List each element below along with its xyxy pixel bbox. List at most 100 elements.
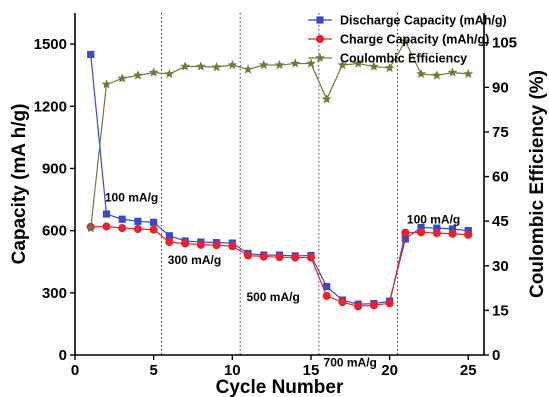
- data-point: [181, 239, 190, 248]
- data-point: [211, 61, 222, 72]
- x-tick-label: 20: [381, 362, 398, 379]
- data-point: [400, 36, 411, 46]
- data-point: [102, 210, 111, 218]
- rate-annotation: 100 mA/g: [407, 212, 460, 226]
- legend-label: Charge Capacity (mAh/g): [340, 33, 489, 47]
- x-tick-label: 0: [71, 362, 79, 379]
- data-point: [353, 58, 364, 68]
- series-line-1: [90, 54, 469, 305]
- y-right-tick-label: 90: [492, 79, 509, 96]
- data-point: [87, 50, 95, 59]
- x-tick-label: 15: [303, 362, 320, 379]
- legend-marker: [315, 34, 325, 44]
- data-point: [433, 224, 441, 232]
- data-point: [133, 224, 143, 234]
- y-left-tick-label: 0: [59, 347, 67, 364]
- data-point: [417, 223, 425, 232]
- data-point: [401, 235, 409, 243]
- rate-separators: [161, 13, 398, 355]
- data-point: [448, 225, 457, 233]
- data-point: [149, 225, 158, 234]
- legend-label: Coulombic Efficiency: [340, 52, 467, 66]
- y-left-tick-label: 1200: [34, 98, 67, 115]
- series-layer: [85, 36, 474, 311]
- x-tick-label: 10: [224, 362, 241, 379]
- y-right-tick-label: 105: [492, 35, 517, 52]
- y-right-tick-label: 75: [492, 124, 509, 141]
- legend-marker: [315, 52, 325, 63]
- data-point: [85, 223, 96, 233]
- data-point: [148, 67, 159, 77]
- y-left-tick-label: 300: [42, 285, 67, 302]
- data-point: [432, 229, 441, 238]
- data-point: [369, 301, 378, 310]
- rate-annotation: 100 mA/g: [105, 191, 158, 205]
- y-axis-right-title: Coulombic Efficiency (%): [527, 70, 548, 298]
- data-point: [164, 68, 175, 79]
- y-right-tick-label: 30: [492, 258, 509, 275]
- data-point: [431, 70, 442, 80]
- data-point: [227, 59, 238, 70]
- data-point: [306, 253, 316, 262]
- data-point: [132, 70, 143, 80]
- data-point: [243, 251, 253, 260]
- y-right-tick-label: 45: [492, 213, 509, 230]
- data-point: [212, 241, 221, 250]
- data-point: [180, 61, 191, 71]
- data-point: [117, 73, 128, 83]
- legend-marker: [316, 16, 324, 24]
- data-point: [259, 252, 268, 261]
- data-point: [464, 227, 472, 235]
- legend: Discharge Capacity (mAh/g) Charge Capacit…: [308, 14, 507, 66]
- y-left-tick-label: 600: [42, 223, 67, 240]
- data-point: [337, 59, 348, 70]
- y-right-tick-label: 15: [492, 302, 509, 319]
- data-point: [101, 79, 112, 89]
- data-point: [464, 230, 473, 239]
- rate-annotation: 300 mA/g: [168, 253, 221, 267]
- data-point: [354, 302, 363, 311]
- rate-annotation: 700 mA/g: [324, 355, 377, 369]
- y-left-tick-label: 900: [42, 160, 67, 177]
- data-point: [118, 215, 126, 223]
- data-point: [165, 232, 173, 240]
- data-point: [384, 62, 395, 73]
- data-point: [134, 217, 142, 225]
- rate-annotation: 500 mA/g: [246, 290, 299, 304]
- data-point: [321, 94, 332, 104]
- x-axis-title: Cycle Number: [216, 377, 344, 397]
- y-axis-left-title: Capacity (mA h/g): [9, 104, 30, 265]
- data-point: [165, 237, 174, 247]
- data-point: [416, 228, 426, 237]
- data-point: [275, 253, 284, 262]
- legend-label: Discharge Capacity (mAh/g): [340, 14, 507, 28]
- y-right-tick-label: 60: [492, 169, 509, 186]
- data-point: [322, 291, 331, 301]
- data-point: [102, 222, 111, 231]
- data-point: [290, 58, 301, 68]
- data-point: [274, 59, 285, 70]
- data-point: [447, 67, 458, 77]
- annotations: 100 mA/g 300 mA/g 500 mA/g 700 mA/g 100 mA/g: [105, 191, 460, 370]
- data-point: [448, 229, 457, 238]
- data-point: [338, 298, 347, 307]
- data-point: [258, 59, 269, 70]
- y-right-tick-label: 0: [492, 347, 500, 364]
- data-point: [150, 218, 158, 226]
- data-point: [195, 61, 206, 71]
- data-point: [323, 283, 331, 291]
- data-point: [385, 299, 394, 308]
- y-left-tick-label: 1500: [34, 36, 67, 53]
- x-tick-label: 25: [460, 362, 477, 379]
- axes: 0 5 10 15 20 25 0 300 600 900 1200 1500 0 15 30 45 60 75 9…: [34, 13, 517, 379]
- data-point: [291, 253, 300, 262]
- data-point: [118, 224, 127, 233]
- x-tick-label: 5: [149, 362, 157, 379]
- data-point: [306, 58, 316, 68]
- data-point: [196, 240, 205, 249]
- data-point: [243, 64, 253, 74]
- data-point: [368, 61, 379, 71]
- data-point: [228, 242, 237, 251]
- data-point: [463, 68, 474, 79]
